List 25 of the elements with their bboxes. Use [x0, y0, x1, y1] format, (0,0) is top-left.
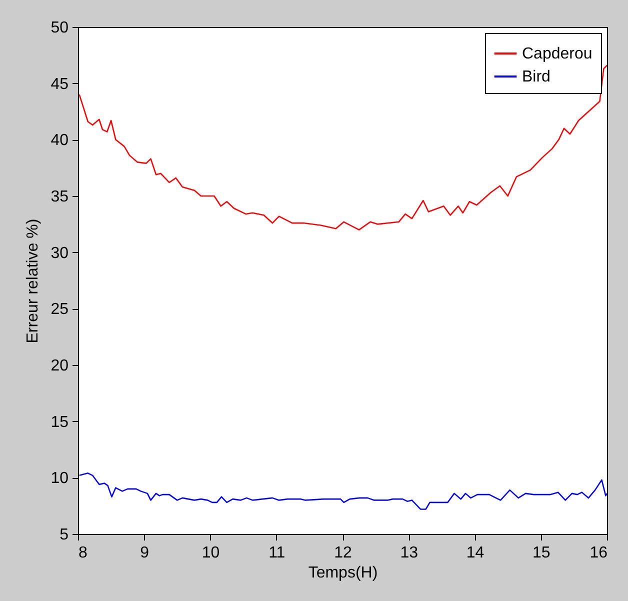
x-tick-label: 10 — [202, 544, 220, 562]
x-tick-label: 8 — [78, 544, 88, 562]
line-series — [78, 64, 607, 230]
x-tick-label: 12 — [334, 544, 352, 562]
x-tick-label: 9 — [140, 544, 150, 562]
y-tick-label: 35 — [50, 188, 69, 206]
y-tick-label: 45 — [50, 76, 69, 93]
legend-label: Capderou — [522, 46, 592, 62]
y-tick-label: 20 — [50, 358, 69, 374]
x-axis-title: Temps(H) — [308, 564, 378, 582]
y-tick-label: 30 — [50, 244, 69, 262]
x-tick-label: 15 — [532, 544, 550, 562]
y-tick-label: 25 — [50, 301, 69, 318]
x-tick-label: 14 — [466, 544, 484, 562]
y-tick-label: 10 — [50, 470, 69, 488]
y-tick-label: 15 — [50, 414, 69, 431]
x-tick-label: 11 — [268, 544, 286, 562]
y-tick-label: 5 — [60, 526, 69, 544]
x-tick-label: 16 — [590, 544, 608, 562]
legend-label: Bird — [522, 68, 550, 86]
x-tick-label: 13 — [400, 544, 418, 562]
line-series — [78, 472, 607, 510]
y-axis-title: Erreur relative %) — [24, 218, 42, 344]
y-tick-label: 50 — [50, 20, 69, 36]
y-tick-label: 40 — [50, 132, 69, 150]
